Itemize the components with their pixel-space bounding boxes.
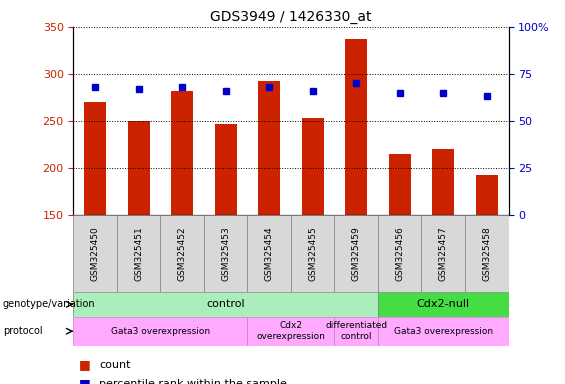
Bar: [171, 91, 193, 215]
Bar: [258, 81, 280, 215]
Text: Cdx2
overexpression: Cdx2 overexpression: [257, 321, 325, 341]
Text: GSM325451: GSM325451: [134, 226, 143, 281]
Text: GSM325450: GSM325450: [91, 226, 99, 281]
FancyBboxPatch shape: [247, 317, 334, 346]
Title: GDS3949 / 1426330_at: GDS3949 / 1426330_at: [210, 10, 372, 25]
Text: control: control: [206, 299, 245, 310]
FancyBboxPatch shape: [160, 215, 204, 292]
Bar: [432, 149, 454, 215]
FancyBboxPatch shape: [73, 292, 378, 317]
Text: Gata3 overexpression: Gata3 overexpression: [394, 327, 493, 336]
FancyBboxPatch shape: [378, 292, 508, 317]
FancyBboxPatch shape: [378, 215, 421, 292]
FancyBboxPatch shape: [465, 215, 508, 292]
Text: protocol: protocol: [3, 326, 42, 336]
Bar: [128, 121, 150, 215]
Text: count: count: [99, 360, 131, 370]
FancyBboxPatch shape: [334, 317, 378, 346]
FancyBboxPatch shape: [73, 317, 247, 346]
Bar: [389, 154, 411, 215]
Bar: [215, 124, 237, 215]
Text: GSM325459: GSM325459: [352, 226, 360, 281]
Text: differentiated
control: differentiated control: [325, 321, 387, 341]
Text: GSM325452: GSM325452: [178, 226, 186, 281]
FancyBboxPatch shape: [334, 215, 378, 292]
Text: percentile rank within the sample: percentile rank within the sample: [99, 379, 287, 384]
Text: Gata3 overexpression: Gata3 overexpression: [111, 327, 210, 336]
Text: Cdx2-null: Cdx2-null: [416, 299, 470, 310]
Text: GSM325458: GSM325458: [483, 226, 491, 281]
Text: GSM325453: GSM325453: [221, 226, 230, 281]
Bar: [345, 39, 367, 215]
FancyBboxPatch shape: [117, 215, 160, 292]
Text: GSM325456: GSM325456: [396, 226, 404, 281]
FancyBboxPatch shape: [421, 215, 465, 292]
Bar: [476, 175, 498, 215]
Bar: [302, 118, 324, 215]
Text: GSM325454: GSM325454: [265, 226, 273, 281]
Text: genotype/variation: genotype/variation: [3, 299, 95, 310]
FancyBboxPatch shape: [291, 215, 334, 292]
FancyBboxPatch shape: [247, 215, 291, 292]
FancyBboxPatch shape: [378, 317, 508, 346]
Text: GSM325455: GSM325455: [308, 226, 317, 281]
Text: GSM325457: GSM325457: [439, 226, 447, 281]
FancyBboxPatch shape: [204, 215, 247, 292]
Bar: [84, 102, 106, 215]
FancyBboxPatch shape: [73, 215, 117, 292]
Text: ■: ■: [79, 377, 91, 384]
Text: ■: ■: [79, 358, 91, 371]
